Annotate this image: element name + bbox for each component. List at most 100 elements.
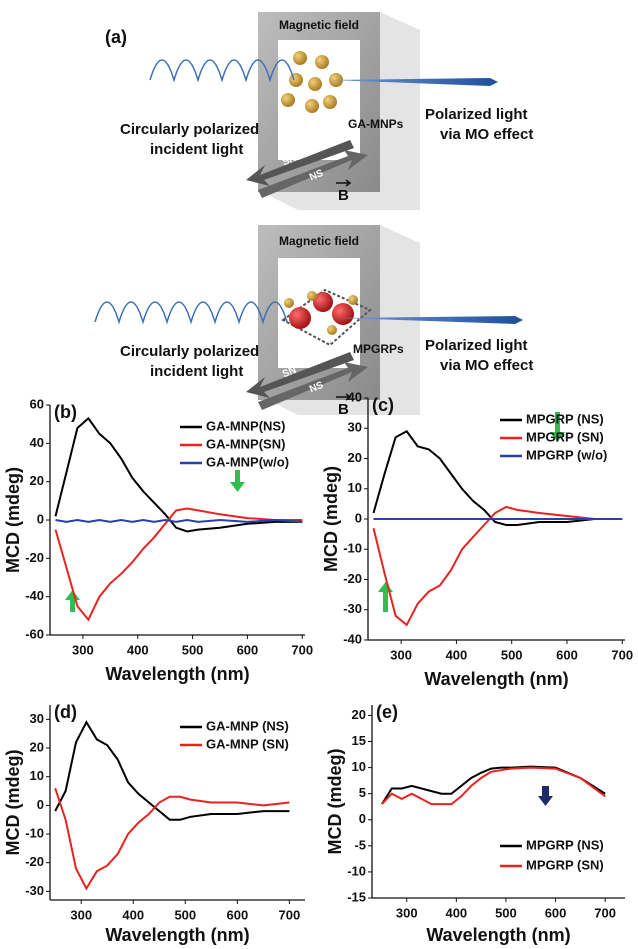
x-tick-label: 300 (70, 907, 92, 922)
y-tick-label: 30 (30, 711, 44, 726)
y-axis-label: MCD (mdeg) (321, 466, 341, 572)
legend-label: MPGRP (NS) (526, 411, 604, 426)
incident-label: Circularly polarized (120, 121, 259, 138)
series-line (54, 507, 303, 622)
y-tick-label: 0 (359, 811, 366, 826)
panel-label: (c) (372, 395, 394, 415)
beam (340, 316, 523, 324)
legend-label: MPGRP (w/o) (526, 447, 607, 462)
panel-label: (b) (54, 402, 77, 422)
series-line (372, 430, 623, 526)
y-tick-label: 40 (348, 389, 362, 404)
x-tick-label: 500 (501, 647, 523, 662)
x-axis-label: Wavelength (nm) (105, 664, 249, 684)
y-tick-label: 30 (348, 420, 362, 435)
annotation-arrow (230, 470, 245, 492)
y-tick-label: 40 (30, 435, 44, 450)
series-line (372, 505, 623, 627)
vector-arrow (336, 393, 352, 401)
legend-label: GA-MNP(w/o) (206, 454, 289, 469)
y-tick-label: -5 (354, 837, 366, 852)
wave (149, 59, 295, 83)
x-tick-label: 700 (291, 642, 313, 657)
diagram-top: (a) Magnetic field GA-MNPs Polarized lig… (105, 12, 533, 210)
y-tick-label: -40 (25, 588, 44, 603)
x-tick-label: 600 (226, 907, 248, 922)
x-tick-label: 500 (495, 905, 517, 920)
incident-label: incident light (150, 363, 243, 380)
vector-arrow (336, 179, 352, 187)
x-tick-label: 400 (122, 907, 144, 922)
y-tick-label: -20 (25, 550, 44, 565)
y-tick-label: -15 (347, 889, 366, 904)
annotation-arrow (65, 590, 80, 612)
output-label: via MO effect (440, 126, 533, 143)
x-tick-label: 300 (390, 647, 412, 662)
panel-label: (e) (376, 702, 398, 722)
series-line (54, 720, 290, 821)
sn-label: SN (281, 365, 298, 380)
legend-label: MPGRP (SN) (526, 429, 604, 444)
panel-label: (d) (54, 702, 77, 722)
output-label: Polarized light (425, 106, 528, 123)
graphene (281, 288, 372, 347)
legend-label: GA-MNP(SN) (206, 436, 285, 451)
incident-label: incident light (150, 141, 243, 158)
y-tick-label: 20 (352, 707, 366, 722)
x-axis-label: Wavelength (nm) (424, 669, 568, 689)
sample-label: MPGRPs (353, 342, 404, 356)
x-tick-label: 700 (594, 905, 616, 920)
y-tick-label: -20 (25, 854, 44, 869)
y-tick-label: 10 (352, 759, 366, 774)
y-tick-label: 10 (30, 768, 44, 783)
arrow-ns (258, 150, 368, 198)
output-label: Polarized light (425, 337, 528, 354)
y-tick-label: 60 (30, 396, 44, 411)
annotation-arrow (538, 786, 553, 806)
x-tick-label: 300 (396, 905, 418, 920)
y-tick-label: 15 (352, 733, 366, 748)
beam (330, 78, 498, 86)
x-tick-label: 600 (556, 647, 578, 662)
arrow-sn (246, 352, 354, 398)
y-axis-label: MCD (mdeg) (3, 467, 23, 573)
x-tick-label: 400 (445, 905, 467, 920)
series-line (54, 787, 290, 891)
y-axis-label: MCD (mdeg) (3, 750, 23, 856)
legend-label: MPGRP (SN) (526, 857, 604, 872)
y-tick-label: 0 (355, 510, 362, 525)
x-tick-label: 600 (545, 905, 567, 920)
arrow-sn (246, 140, 354, 186)
legend-label: MPGRP (NS) (526, 837, 604, 852)
incident-label: Circularly polarized (120, 343, 259, 360)
x-tick-label: 300 (72, 642, 94, 657)
x-tick-label: 400 (446, 647, 468, 662)
x-tick-label: 500 (182, 642, 204, 657)
y-tick-label: -10 (347, 863, 366, 878)
ns-label: NS (308, 168, 325, 184)
series-line (55, 518, 303, 523)
x-axis-label: Wavelength (nm) (426, 925, 570, 945)
y-tick-label: 5 (359, 785, 366, 800)
b-label: B (338, 401, 349, 418)
y-tick-label: -10 (25, 825, 44, 840)
output-label: via MO effect (440, 357, 533, 374)
x-tick-label: 500 (174, 907, 196, 922)
particles (284, 291, 358, 335)
y-axis-label: MCD (mdeg) (325, 749, 345, 855)
y-tick-label: -60 (25, 626, 44, 641)
x-tick-label: 700 (611, 647, 633, 662)
y-tick-label: -30 (343, 601, 362, 616)
y-tick-label: 20 (30, 739, 44, 754)
y-tick-label: -40 (343, 631, 362, 646)
b-label: B (338, 187, 349, 204)
y-tick-label: 0 (37, 797, 44, 812)
y-tick-label: 10 (348, 480, 362, 495)
field-label: Magnetic field (279, 234, 359, 248)
y-tick-label: -30 (25, 883, 44, 898)
legend-label: GA-MNP (NS) (206, 718, 289, 733)
diagram-bottom: Magnetic field MPGRPs Polarized light vi… (94, 225, 533, 418)
series-line (381, 766, 606, 806)
arrow-ns (258, 362, 368, 410)
field-label: Magnetic field (279, 18, 359, 32)
